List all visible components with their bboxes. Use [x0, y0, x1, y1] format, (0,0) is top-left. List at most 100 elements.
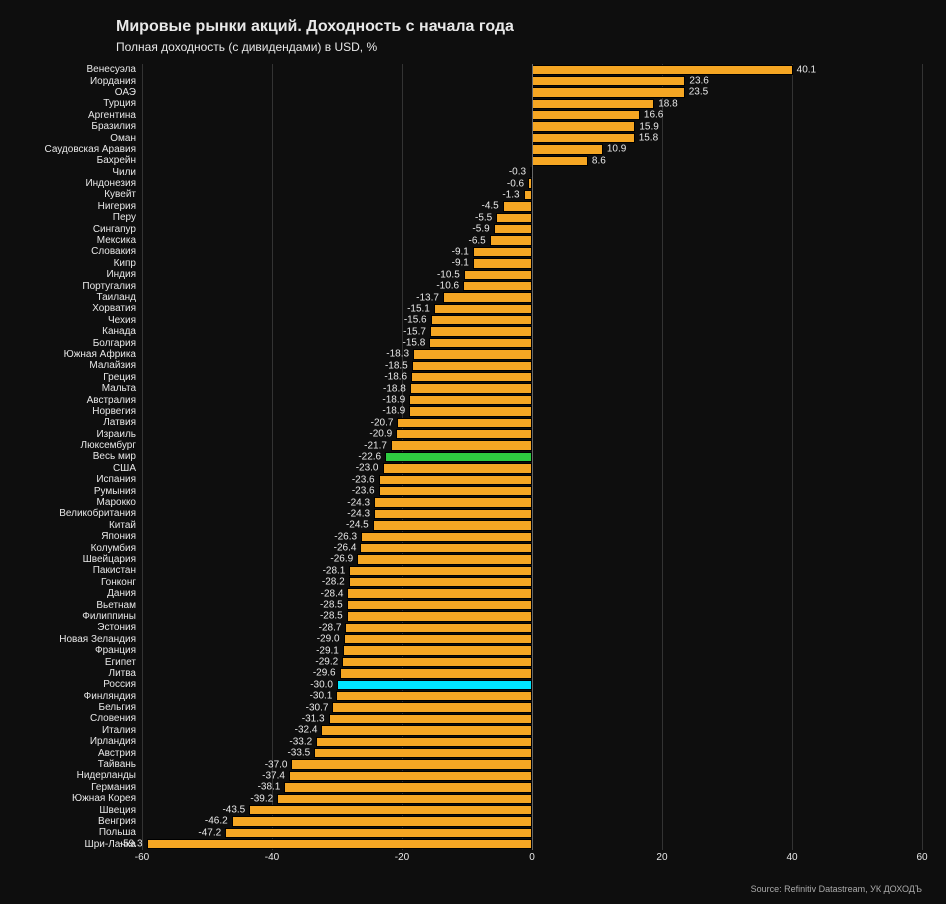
value-label: -30.7 [306, 702, 329, 713]
bar-track: -39.2 [142, 793, 922, 804]
bar [360, 543, 532, 553]
category-label: Франция [24, 645, 142, 656]
category-label: ОАЭ [24, 87, 142, 98]
category-label: Индия [24, 269, 142, 280]
bar-row: Литва-29.6 [24, 668, 922, 679]
category-label: Южная Корея [24, 793, 142, 804]
value-label: -15.8 [403, 338, 426, 349]
category-label: Нигерия [24, 201, 142, 212]
bar [532, 144, 603, 154]
bar-track: -29.2 [142, 656, 922, 667]
bar-row: Аргентина16.6 [24, 110, 922, 121]
bar [532, 87, 685, 97]
x-tick-label: 40 [786, 852, 797, 863]
bar-track: 15.8 [142, 132, 922, 143]
x-tick-label: 0 [529, 852, 535, 863]
category-label: Мальта [24, 383, 142, 394]
bar-track: -20.9 [142, 429, 922, 440]
bar-row: Колумбия-26.4 [24, 542, 922, 553]
category-label: Бахрейн [24, 155, 142, 166]
bar [357, 554, 532, 564]
category-label: Португалия [24, 281, 142, 292]
bar-row: Словакия-9.1 [24, 246, 922, 257]
category-label: Италия [24, 725, 142, 736]
x-tick-label: 20 [656, 852, 667, 863]
bar-row: Румыния -23.6 [24, 485, 922, 496]
bar-row: Франция-29.1 [24, 645, 922, 656]
category-label: Румыния [24, 486, 142, 497]
category-label: Словакия [24, 246, 142, 257]
bar-row: Чили-0.3 [24, 167, 922, 178]
bar [409, 406, 532, 416]
bar [349, 577, 532, 587]
bar-track: -28.5 [142, 599, 922, 610]
bar-row: Филиппины-28.5 [24, 611, 922, 622]
x-axis: -60-40-200204060 [142, 850, 922, 868]
bar-track: -21.7 [142, 440, 922, 451]
bar-track: 16.6 [142, 110, 922, 121]
bar-row: США-23.0 [24, 463, 922, 474]
bar-track: -43.5 [142, 804, 922, 815]
value-label: -47.2 [198, 827, 221, 838]
value-label: -18.9 [382, 406, 405, 417]
value-label: -15.7 [403, 326, 426, 337]
bar-row: Индия-10.5 [24, 269, 922, 280]
bar-row: Шри-Ланка-59.3 [24, 839, 922, 850]
bar [329, 714, 532, 724]
plot-area: Венесуэла40.1Иордания23.6ОАЭ23.5Турция18… [24, 64, 922, 850]
bar-row: Швейцария-26.9 [24, 554, 922, 565]
value-label: -38.1 [258, 782, 281, 793]
category-label: Эстония [24, 622, 142, 633]
bar [410, 383, 532, 393]
bar-row: Португалия-10.6 [24, 280, 922, 291]
value-label: -13.7 [416, 292, 439, 303]
bar [503, 201, 532, 211]
bar-row: Словения-31.3 [24, 713, 922, 724]
bar-row: Бахрейн 8.6 [24, 155, 922, 166]
bar [374, 509, 532, 519]
bar [383, 463, 532, 473]
value-label: -18.8 [383, 383, 406, 394]
bar [532, 156, 588, 166]
bar-track: -26.9 [142, 554, 922, 565]
value-label: -29.6 [313, 668, 336, 679]
value-label: -15.6 [404, 315, 427, 326]
bar-track: -4.5 [142, 201, 922, 212]
category-label: Кипр [24, 258, 142, 269]
bar [530, 167, 532, 177]
value-label: 15.9 [639, 121, 658, 132]
bar [532, 110, 640, 120]
bar-row: Венгрия-46.2 [24, 816, 922, 827]
category-label: Германия [24, 782, 142, 793]
value-label: -23.6 [352, 486, 375, 497]
category-label: Турция [24, 98, 142, 109]
value-label: -1.3 [502, 189, 519, 200]
value-label: -21.7 [364, 440, 387, 451]
bar-row: Сингапур-5.9 [24, 223, 922, 234]
bar-track: -0.6 [142, 178, 922, 189]
bar-track: -5.9 [142, 223, 922, 234]
value-label: -32.4 [295, 725, 318, 736]
category-label: Кувейт [24, 189, 142, 200]
bar-track: -32.4 [142, 725, 922, 736]
category-label: Аргентина [24, 110, 142, 121]
gridline [922, 64, 923, 850]
bar [473, 258, 532, 268]
chart-subtitle: Полная доходность (с дивидендами) в USD,… [116, 40, 922, 54]
bar [332, 702, 532, 712]
category-label: Греция [24, 372, 142, 383]
category-label: Венесуэла [24, 64, 142, 75]
value-label: -29.2 [315, 657, 338, 668]
bar [284, 782, 532, 792]
bar-row: Саудовская Аравия10.9 [24, 144, 922, 155]
bar-row: Россия-30.0 [24, 679, 922, 690]
value-label: -46.2 [205, 816, 228, 827]
value-label: -30.1 [310, 691, 333, 702]
bar [249, 805, 532, 815]
value-label: 40.1 [797, 64, 816, 75]
category-label: Тайвань [24, 759, 142, 770]
value-label: 8.6 [592, 155, 606, 166]
bar-row: Ирландия-33.2 [24, 736, 922, 747]
category-label: Весь мир [24, 451, 142, 462]
bar-track: -28.1 [142, 565, 922, 576]
